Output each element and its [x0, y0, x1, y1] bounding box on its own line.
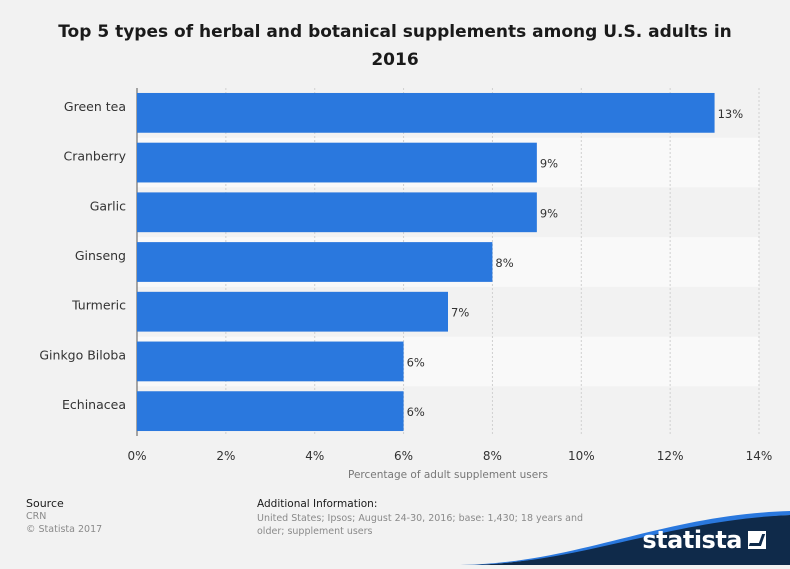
- x-tick-label: 2%: [216, 449, 235, 463]
- category-label: Cranberry: [63, 149, 126, 164]
- x-tick-label: 4%: [305, 449, 324, 463]
- category-label: Ginseng: [75, 248, 126, 263]
- bar-ginseng: [137, 242, 493, 282]
- x-tick-label: 12%: [657, 449, 684, 463]
- data-label: 9%: [540, 157, 558, 171]
- additional-info: Additional Information: United States; I…: [257, 498, 587, 538]
- category-label: Garlic: [90, 198, 126, 213]
- data-label: 6%: [407, 405, 425, 419]
- x-axis-title: Percentage of adult supplement users: [348, 469, 548, 481]
- x-tick-label: 8%: [483, 449, 502, 463]
- source-block: Source CRN © Statista 2017: [26, 497, 102, 536]
- source-title: Source: [26, 497, 64, 510]
- data-label: 6%: [407, 355, 425, 369]
- bar-garlic: [137, 192, 537, 233]
- statista-logo-icon: [748, 531, 766, 549]
- bar-ginkgo-biloba: [137, 341, 404, 382]
- bar-turmeric: [137, 291, 448, 332]
- bar-green-tea: [137, 92, 715, 133]
- statista-brand[interactable]: statista: [460, 509, 790, 565]
- category-label: Echinacea: [62, 397, 126, 412]
- data-label: 9%: [540, 206, 558, 220]
- x-tick-label: 0%: [127, 449, 146, 463]
- data-label: 13%: [718, 107, 744, 121]
- data-label: 7%: [451, 306, 469, 320]
- bar-echinacea: [137, 391, 404, 432]
- x-tick-label: 14%: [746, 449, 773, 463]
- bar-chart: Green tea 13% Cranberry 9% Garlic 9% Ginseng 8%…: [39, 88, 773, 481]
- copyright: © Statista 2017: [26, 524, 103, 535]
- bar-cranberry: [137, 142, 537, 183]
- data-label: 8%: [495, 256, 513, 270]
- x-tick-label: 6%: [394, 449, 413, 463]
- source-name[interactable]: CRN: [26, 511, 47, 522]
- category-label: Green tea: [64, 99, 126, 114]
- statista-logo-text: statista: [642, 526, 742, 554]
- x-tick-label: 10%: [568, 449, 595, 463]
- additional-info-text: United States; Ipsos; August 24-30, 2016…: [257, 513, 584, 537]
- category-label: Ginkgo Biloba: [39, 347, 126, 362]
- chart-title: Top 5 types of herbal and botanical supp…: [58, 22, 732, 70]
- category-label: Turmeric: [71, 298, 126, 313]
- brand-swoosh-icon: [460, 511, 790, 565]
- additional-info-title: Additional Information:: [257, 498, 378, 510]
